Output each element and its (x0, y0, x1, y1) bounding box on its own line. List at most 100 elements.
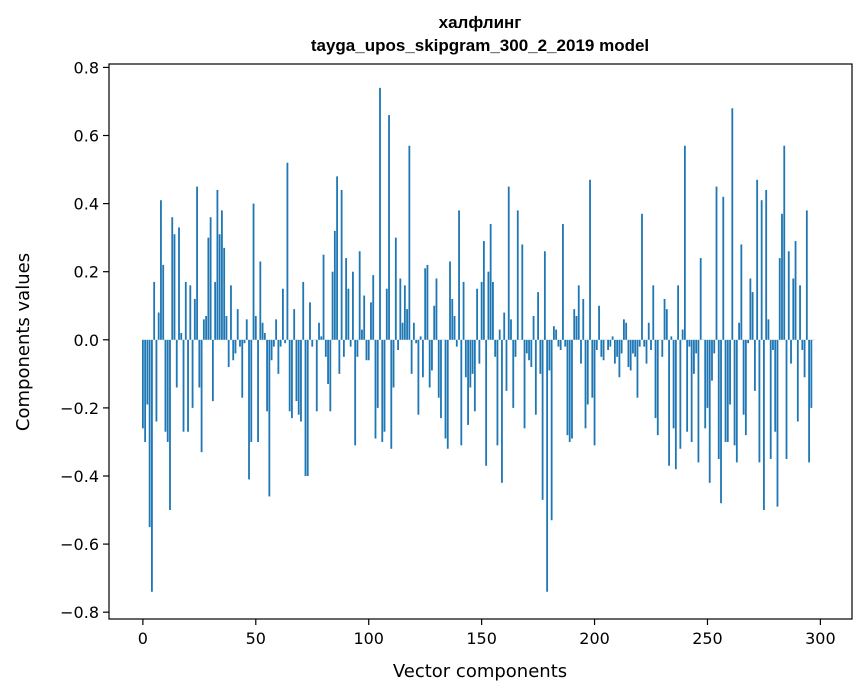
bar (320, 336, 322, 339)
bar (492, 282, 494, 340)
bar (688, 340, 690, 347)
bar (772, 340, 774, 350)
bar (537, 292, 539, 340)
bar (804, 340, 806, 377)
bar (524, 340, 526, 429)
bar (271, 340, 273, 360)
bar (235, 340, 237, 354)
bar (207, 238, 209, 340)
bar (650, 340, 652, 350)
bar (203, 319, 205, 339)
bar (761, 200, 763, 340)
bar (792, 279, 794, 340)
bar (165, 340, 167, 432)
bar (713, 340, 715, 354)
bar (777, 340, 779, 507)
bar (614, 340, 616, 364)
bar (598, 306, 600, 340)
bar (472, 340, 474, 374)
bars-group (142, 88, 815, 592)
bar (415, 340, 417, 343)
bar (375, 340, 377, 439)
bar (413, 323, 415, 340)
bar (366, 340, 368, 360)
bar (718, 340, 720, 459)
bar (553, 326, 555, 340)
bar (316, 340, 318, 412)
bar (171, 217, 173, 340)
bar (634, 340, 636, 357)
bar (183, 340, 185, 432)
bar (666, 309, 668, 340)
bar (370, 302, 372, 339)
bar (363, 296, 365, 340)
bar (546, 340, 548, 592)
bar (698, 340, 700, 463)
bar (257, 340, 259, 442)
bar (214, 282, 216, 340)
bar (239, 340, 241, 347)
bar (693, 340, 695, 374)
bar (307, 340, 309, 476)
bar (618, 340, 620, 377)
bar (774, 340, 776, 432)
bar (648, 323, 650, 340)
bar (512, 340, 514, 408)
bar (639, 340, 641, 347)
bar (677, 285, 679, 339)
x-tick-label: 50 (246, 629, 266, 648)
bar (483, 241, 485, 340)
bar (309, 302, 311, 339)
bar (711, 340, 713, 381)
bar (361, 330, 363, 340)
bar (542, 340, 544, 500)
bar (379, 88, 381, 340)
bar (655, 340, 657, 418)
bar (533, 316, 535, 340)
bar (149, 340, 151, 527)
bar (226, 316, 228, 340)
y-tick-label: 0.0 (74, 331, 99, 350)
bar (440, 340, 442, 418)
bar (169, 340, 171, 510)
bar (289, 340, 291, 412)
bar (535, 340, 537, 415)
bar (722, 197, 724, 340)
bar (508, 187, 510, 340)
bar (463, 282, 465, 340)
bar (752, 292, 754, 340)
bar (228, 340, 230, 367)
bar (325, 340, 327, 357)
bar (686, 340, 688, 432)
bar (578, 285, 580, 339)
bar (539, 340, 541, 374)
bar (194, 299, 196, 340)
y-tick-label: −0.2 (60, 399, 99, 418)
bar (167, 340, 169, 442)
x-tick-label: 150 (466, 629, 497, 648)
bar (571, 340, 573, 439)
bar (729, 340, 731, 405)
bar (467, 340, 469, 425)
bar (354, 340, 356, 446)
bar (311, 340, 313, 347)
bar (237, 309, 239, 340)
bar (582, 299, 584, 340)
bar (336, 176, 338, 339)
bar (212, 340, 214, 401)
bar (390, 340, 392, 449)
bar (255, 316, 257, 340)
bar (158, 313, 160, 340)
bar (253, 204, 255, 340)
bar (474, 340, 476, 412)
bar (808, 340, 810, 463)
bar (393, 340, 395, 388)
bar (786, 340, 788, 459)
bar (241, 340, 243, 398)
bar (707, 340, 709, 408)
bar (759, 340, 761, 463)
bar (323, 255, 325, 340)
bar (268, 340, 270, 497)
